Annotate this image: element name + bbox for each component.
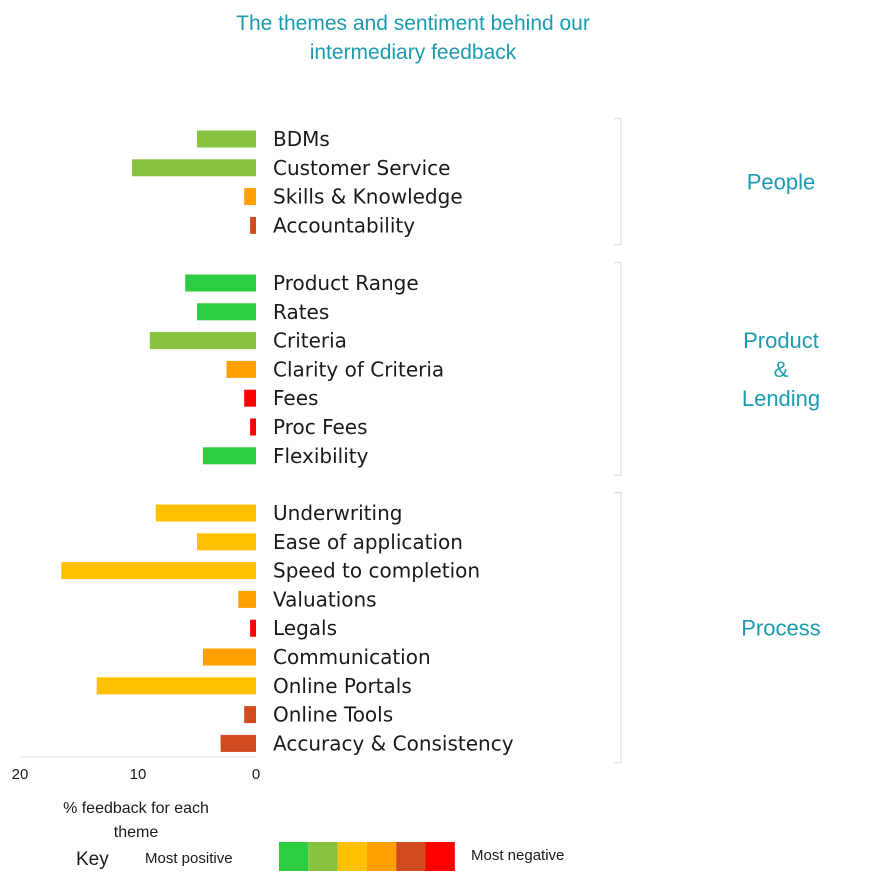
key-swatch-5: [425, 842, 455, 871]
chart-title-line-1: The themes and sentiment behind our: [236, 12, 590, 35]
group-label-1-0: Product: [743, 328, 819, 353]
bar-2-3: [238, 590, 256, 608]
bar-0-3: [250, 216, 256, 234]
key-swatch-3: [366, 842, 397, 871]
bar-2-8: [220, 734, 256, 752]
bar-2-5: [202, 648, 256, 666]
category-label-2-8: Accuracy & Consistency: [273, 731, 514, 755]
category-label-1-4: Fees: [273, 386, 318, 410]
category-label-2-2: Speed to completion: [273, 559, 480, 583]
x-tick-0: 20: [12, 766, 29, 783]
category-label-2-4: Legals: [273, 616, 337, 640]
group-bracket-2: [614, 492, 622, 764]
bar-0-0: [197, 130, 256, 148]
group-bracket-0: [614, 118, 622, 246]
bar-2-6: [96, 677, 256, 695]
category-label-1-5: Proc Fees: [273, 415, 368, 439]
category-labels-layer: BDMs Customer Service Skills & Knowledge Ac…: [273, 127, 514, 755]
category-label-2-6: Online Portals: [273, 674, 412, 698]
bar-2-0: [155, 504, 256, 522]
category-label-2-0: Underwriting: [273, 501, 402, 525]
category-label-2-5: Communication: [273, 645, 431, 669]
group-bracket-1: [614, 262, 622, 476]
bar-1-2: [149, 332, 256, 350]
category-label-1-3: Clarity of Criteria: [273, 357, 444, 381]
category-label-0-1: Customer Service: [273, 156, 450, 180]
category-label-1-6: Flexibility: [273, 444, 369, 468]
x-tick-1: 10: [130, 766, 147, 783]
group-brackets-layer: [614, 118, 622, 764]
bar-1-6: [202, 447, 256, 465]
key-title: Key: [76, 849, 109, 870]
bar-1-3: [226, 360, 256, 378]
key-swatch-0: [279, 842, 309, 871]
category-label-0-0: BDMs: [273, 127, 330, 151]
x-axis-title-line-1: % feedback for each: [63, 800, 209, 817]
key-swatch-4: [396, 842, 426, 871]
bar-1-5: [250, 418, 256, 436]
x-tick-2: 0: [252, 766, 260, 783]
bar-2-2: [61, 562, 256, 580]
bar-2-7: [244, 706, 256, 724]
bar-2-4: [250, 619, 256, 637]
x-ticks-layer: 20 10 0: [12, 766, 261, 783]
x-axis-title-line-2: theme: [114, 824, 159, 841]
category-label-1-2: Criteria: [273, 329, 347, 353]
bar-1-1: [197, 303, 256, 321]
key-swatch-1: [308, 842, 338, 871]
category-label-2-7: Online Tools: [273, 703, 393, 727]
category-label-2-1: Ease of application: [273, 530, 463, 554]
chart-title-line-2: intermediary feedback: [310, 41, 517, 64]
key-most-positive: Most positive: [145, 850, 233, 867]
group-labels-layer: People Product & Lending Process: [741, 170, 820, 641]
category-label-0-2: Skills & Knowledge: [273, 185, 463, 209]
bar-0-1: [132, 159, 256, 177]
category-label-1-0: Product Range: [273, 271, 419, 295]
category-label-1-1: Rates: [273, 300, 329, 324]
group-label-1-2: Lending: [742, 386, 820, 411]
bar-1-4: [244, 389, 256, 407]
bar-1-0: [185, 274, 256, 292]
group-label-0-0: People: [747, 170, 816, 195]
bars-layer: [61, 130, 256, 752]
group-label-2-0: Process: [741, 616, 820, 641]
key-most-negative: Most negative: [471, 847, 564, 864]
key-swatches-layer: [279, 842, 455, 871]
bar-0-2: [244, 188, 256, 206]
category-label-2-3: Valuations: [273, 587, 377, 611]
group-label-1-1: &: [774, 357, 789, 382]
bar-2-1: [197, 533, 256, 551]
key-swatch-2: [337, 842, 367, 871]
category-label-0-3: Accountability: [273, 213, 415, 237]
